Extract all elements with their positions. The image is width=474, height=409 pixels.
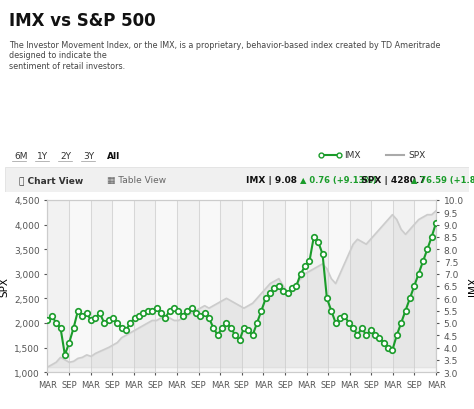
Bar	[47, 200, 69, 372]
Text: 1Y: 1Y	[37, 152, 48, 161]
Bar	[393, 200, 414, 372]
Text: 2Y: 2Y	[61, 152, 72, 161]
Text: ▲ 76.59 (+1.82%): ▲ 76.59 (+1.82%)	[411, 175, 474, 184]
Text: ▲ 0.76 (+9.13%): ▲ 0.76 (+9.13%)	[300, 175, 376, 184]
FancyBboxPatch shape	[5, 168, 469, 192]
Bar	[350, 200, 371, 372]
Text: IMX | 9.08: IMX | 9.08	[246, 175, 303, 184]
Y-axis label: SPX: SPX	[0, 276, 10, 296]
Text: ▦ Table View: ▦ Table View	[107, 175, 166, 184]
Text: The Investor Movement Index, or the IMX, is a proprietary, behavior-based index : The Investor Movement Index, or the IMX,…	[9, 41, 441, 71]
Bar	[91, 200, 112, 372]
Text: All: All	[107, 152, 120, 161]
Bar	[134, 200, 155, 372]
Text: SPX | 4280.7: SPX | 4280.7	[356, 175, 426, 184]
Bar	[220, 200, 242, 372]
Text: 📈 Chart View: 📈 Chart View	[18, 175, 83, 184]
Text: 6M: 6M	[14, 152, 27, 161]
Text: 3Y: 3Y	[84, 152, 95, 161]
Text: SPX: SPX	[409, 151, 426, 160]
Bar	[264, 200, 285, 372]
Bar	[177, 200, 199, 372]
Text: IMX: IMX	[344, 151, 360, 160]
Y-axis label: IMX: IMX	[468, 277, 474, 296]
Bar	[307, 200, 328, 372]
Text: IMX vs S&P 500: IMX vs S&P 500	[9, 12, 156, 30]
